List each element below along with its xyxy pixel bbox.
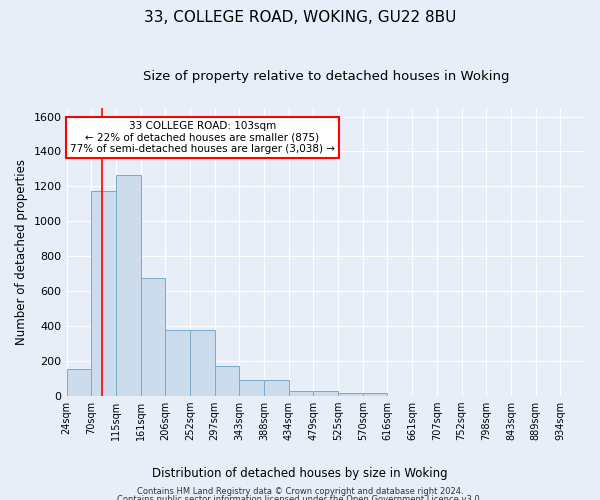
Title: Size of property relative to detached houses in Woking: Size of property relative to detached ho… [143, 70, 509, 83]
Bar [239, 380, 264, 396]
Bar [289, 391, 313, 396]
Bar [165, 330, 190, 396]
Bar [116, 175, 140, 396]
Text: Contains public sector information licensed under the Open Government Licence v3: Contains public sector information licen… [118, 495, 482, 500]
Bar [91, 190, 116, 396]
Text: 33 COLLEGE ROAD: 103sqm
← 22% of detached houses are smaller (875)
77% of semi-d: 33 COLLEGE ROAD: 103sqm ← 22% of detache… [70, 121, 335, 154]
Bar [67, 370, 91, 396]
Bar [313, 391, 338, 396]
Text: Distribution of detached houses by size in Woking: Distribution of detached houses by size … [152, 468, 448, 480]
Bar [215, 366, 239, 396]
Bar [338, 393, 363, 396]
Text: Contains HM Land Registry data © Crown copyright and database right 2024.: Contains HM Land Registry data © Crown c… [137, 488, 463, 496]
Bar [264, 380, 289, 396]
Y-axis label: Number of detached properties: Number of detached properties [15, 158, 28, 344]
Bar [363, 393, 388, 396]
Bar [140, 278, 165, 396]
Text: 33, COLLEGE ROAD, WOKING, GU22 8BU: 33, COLLEGE ROAD, WOKING, GU22 8BU [144, 10, 456, 25]
Bar [190, 330, 215, 396]
